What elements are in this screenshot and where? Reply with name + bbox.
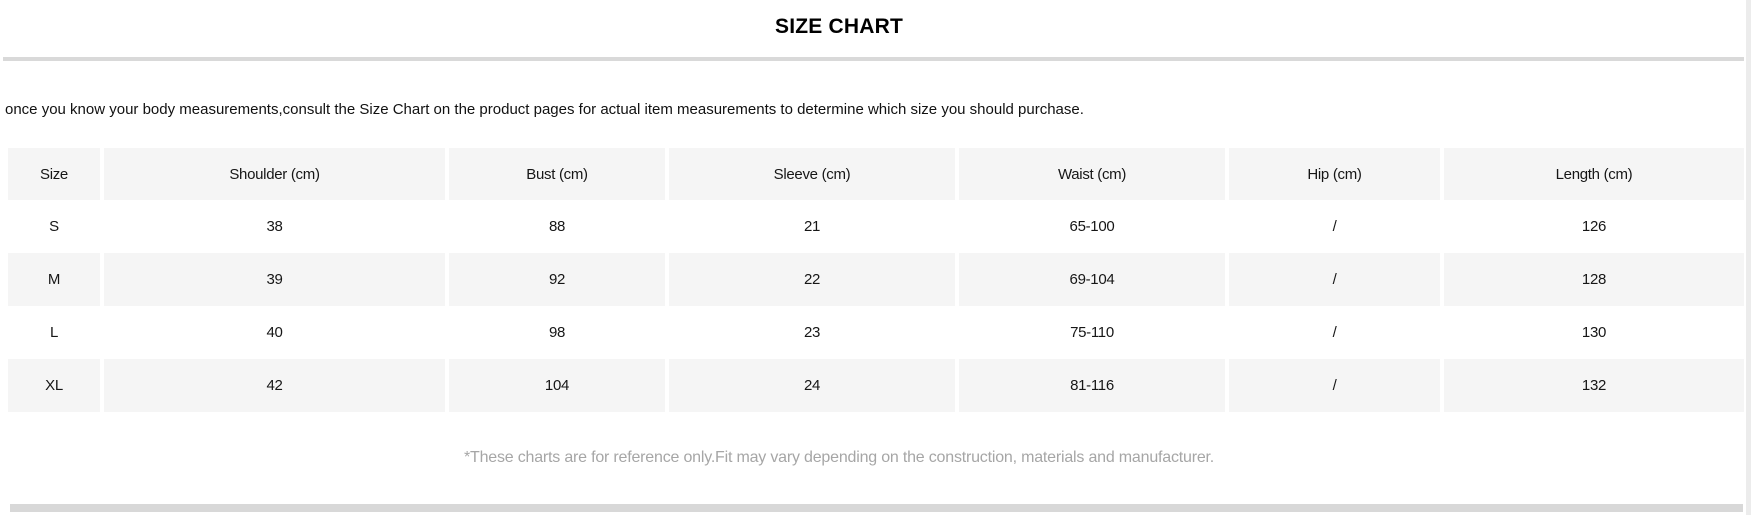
table-cell: 23 — [669, 306, 955, 359]
table-cell: / — [1229, 253, 1440, 306]
table-cell: 42 — [104, 359, 445, 412]
header-row: Size Shoulder (cm) Bust (cm) Sleeve (cm) Wai… — [8, 148, 1744, 200]
table-row-l: L 40 98 23 75-110/130 — [8, 306, 1744, 359]
header-cell-waist-cm: Waist (cm) — [959, 148, 1225, 200]
header-cell-sleeve-cm: Sleeve (cm) — [669, 148, 955, 200]
header-cell-hip-cm: Hip (cm) — [1229, 148, 1440, 200]
vertical-scrollbar-track[interactable] — [1746, 0, 1751, 515]
table-cell: / — [1229, 359, 1440, 412]
table-row-m: M 39 92 22 69-104/128 — [8, 253, 1744, 306]
table-cell: 128 — [1444, 253, 1744, 306]
table-cell: 104 — [449, 359, 665, 412]
table-cell: M — [8, 253, 100, 306]
footnote-text: *These charts are for reference only.Fit… — [463, 449, 1215, 466]
table-cell: / — [1229, 306, 1440, 359]
table-cell: 21 — [669, 200, 955, 253]
table-cell: 81-116 — [959, 359, 1225, 412]
table-cell: XL — [8, 359, 100, 412]
table-cell: 126 — [1444, 200, 1744, 253]
table-cell: 22 — [669, 253, 955, 306]
table-cell: 132 — [1444, 359, 1744, 412]
table-cell: 40 — [104, 306, 445, 359]
header-cell-shoulder-cm: Shoulder (cm) — [104, 148, 445, 200]
size-chart-table: Size Shoulder (cm) Bust (cm) Sleeve (cm) Wai… — [4, 148, 1748, 412]
size-chart-body: S 38 88 21 65-100/126 M 39 92 22 69-104/128 L 40 98 2… — [8, 200, 1744, 412]
table-cell: 69-104 — [959, 253, 1225, 306]
table-row-s: S 38 88 21 65-100/126 — [8, 200, 1744, 253]
table-cell: 75-110 — [959, 306, 1225, 359]
intro-text: once you know your body measurements,con… — [5, 101, 1084, 118]
table-cell: 130 — [1444, 306, 1744, 359]
table-cell: 39 — [104, 253, 445, 306]
title-divider — [3, 57, 1744, 61]
table-cell: / — [1229, 200, 1440, 253]
table-cell: 98 — [449, 306, 665, 359]
page-title: SIZE CHART — [775, 15, 903, 38]
header-cell-size: Size — [8, 148, 100, 200]
table-cell: L — [8, 306, 100, 359]
table-cell: 38 — [104, 200, 445, 253]
table-row-xl: XL 42 104 24 81-116/132 — [8, 359, 1744, 412]
table-cell: S — [8, 200, 100, 253]
table-cell: 92 — [449, 253, 665, 306]
bottom-divider — [10, 504, 1743, 512]
table-cell: 65-100 — [959, 200, 1225, 253]
header-cell-length-cm: Length (cm) — [1444, 148, 1744, 200]
table-cell: 24 — [669, 359, 955, 412]
size-chart-header: Size Shoulder (cm) Bust (cm) Sleeve (cm) Wai… — [8, 148, 1744, 200]
table-cell: 88 — [449, 200, 665, 253]
header-cell-bust-cm: Bust (cm) — [449, 148, 665, 200]
